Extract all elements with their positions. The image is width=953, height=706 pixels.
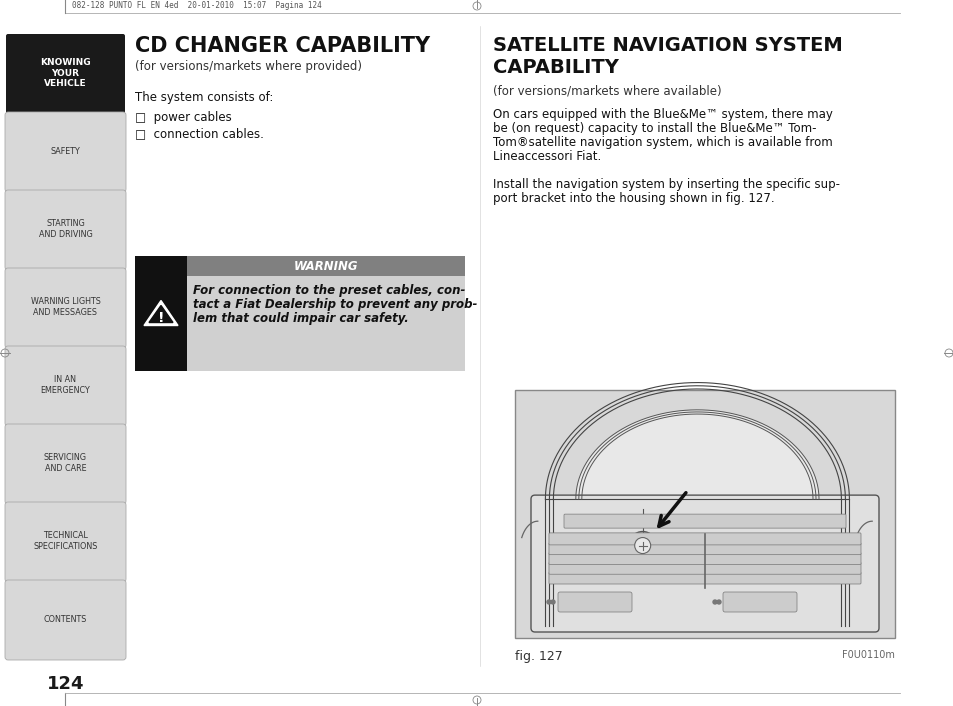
Circle shape [546, 600, 551, 604]
Text: CAPABILITY: CAPABILITY [493, 58, 618, 77]
Text: (for versions/markets where provided): (for versions/markets where provided) [135, 60, 361, 73]
FancyBboxPatch shape [548, 553, 861, 565]
Text: WARNING: WARNING [294, 260, 358, 273]
Text: tact a Fiat Dealership to prevent any prob-: tact a Fiat Dealership to prevent any pr… [193, 298, 476, 311]
Text: port bracket into the housing shown in fig. 127.: port bracket into the housing shown in f… [493, 192, 774, 205]
Text: □  power cables: □ power cables [135, 111, 232, 124]
FancyBboxPatch shape [548, 543, 861, 555]
Text: KNOWING
YOUR
VEHICLE: KNOWING YOUR VEHICLE [40, 58, 91, 88]
FancyBboxPatch shape [548, 533, 861, 545]
Text: SATELLITE NAVIGATION SYSTEM: SATELLITE NAVIGATION SYSTEM [493, 36, 841, 55]
Bar [515, 390, 894, 638]
FancyBboxPatch shape [558, 592, 631, 612]
Text: SERVICING
AND CARE: SERVICING AND CARE [44, 453, 87, 473]
Bar [187, 256, 464, 276]
Text: IN AN
EMERGENCY: IN AN EMERGENCY [41, 376, 91, 395]
Text: □  connection cables.: □ connection cables. [135, 127, 264, 140]
Text: CONTENTS: CONTENTS [44, 614, 87, 623]
Bar [135, 256, 187, 371]
FancyBboxPatch shape [5, 502, 126, 582]
Text: Tom®satellite navigation system, which is available from: Tom®satellite navigation system, which i… [493, 136, 832, 149]
FancyBboxPatch shape [6, 34, 125, 114]
FancyBboxPatch shape [548, 562, 861, 574]
Circle shape [551, 600, 555, 604]
Circle shape [712, 600, 717, 604]
Text: On cars equipped with the Blue&Me™ system, there may: On cars equipped with the Blue&Me™ syste… [493, 108, 832, 121]
Text: 124: 124 [47, 675, 84, 693]
FancyBboxPatch shape [722, 592, 796, 612]
Circle shape [628, 532, 656, 560]
FancyBboxPatch shape [5, 346, 126, 426]
Text: TECHNICAL
SPECIFICATIONS: TECHNICAL SPECIFICATIONS [33, 532, 97, 551]
Text: For connection to the preset cables, con-: For connection to the preset cables, con… [193, 284, 465, 297]
Polygon shape [149, 306, 172, 323]
FancyBboxPatch shape [5, 112, 126, 192]
Text: STARTING
AND DRIVING: STARTING AND DRIVING [38, 220, 92, 239]
FancyBboxPatch shape [548, 572, 861, 584]
Circle shape [634, 537, 650, 554]
Bar [135, 256, 464, 371]
Polygon shape [576, 410, 818, 499]
FancyBboxPatch shape [5, 190, 126, 270]
FancyBboxPatch shape [531, 495, 878, 632]
FancyBboxPatch shape [5, 580, 126, 660]
Text: WARNING LIGHTS
AND MESSAGES: WARNING LIGHTS AND MESSAGES [30, 297, 100, 317]
Circle shape [717, 600, 720, 604]
Text: Lineaccessori Fiat.: Lineaccessori Fiat. [493, 150, 600, 163]
Text: lem that could impair car safety.: lem that could impair car safety. [193, 312, 408, 325]
Text: CD CHANGER CAPABILITY: CD CHANGER CAPABILITY [135, 36, 430, 56]
Text: be (on request) capacity to install the Blue&Me™ Tom-: be (on request) capacity to install the … [493, 122, 816, 135]
Text: fig. 127: fig. 127 [515, 650, 562, 663]
FancyBboxPatch shape [5, 424, 126, 504]
Polygon shape [144, 301, 178, 325]
Text: 082-128 PUNTO FL EN 4ed  20-01-2010  15:07  Pagina 124: 082-128 PUNTO FL EN 4ed 20-01-2010 15:07… [71, 1, 321, 11]
Text: Install the navigation system by inserting the specific sup-: Install the navigation system by inserti… [493, 178, 840, 191]
Text: !: ! [157, 311, 164, 325]
FancyBboxPatch shape [5, 268, 126, 348]
Text: The system consists of:: The system consists of: [135, 91, 274, 104]
FancyBboxPatch shape [563, 514, 845, 528]
Text: F0U0110m: F0U0110m [841, 650, 894, 660]
Text: (for versions/markets where available): (for versions/markets where available) [493, 84, 720, 97]
Text: SAFETY: SAFETY [51, 147, 80, 155]
